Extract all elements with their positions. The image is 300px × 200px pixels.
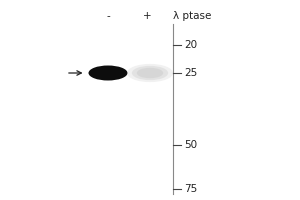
Text: -: - (106, 11, 110, 21)
Text: λ ptase: λ ptase (173, 11, 211, 21)
Ellipse shape (132, 66, 168, 80)
Text: +: + (143, 11, 151, 21)
Ellipse shape (88, 66, 128, 80)
Ellipse shape (127, 64, 173, 82)
Text: 20: 20 (184, 40, 197, 50)
Text: 50: 50 (184, 140, 197, 150)
Ellipse shape (137, 68, 163, 78)
Text: 75: 75 (184, 184, 197, 194)
Text: 25: 25 (184, 68, 197, 78)
